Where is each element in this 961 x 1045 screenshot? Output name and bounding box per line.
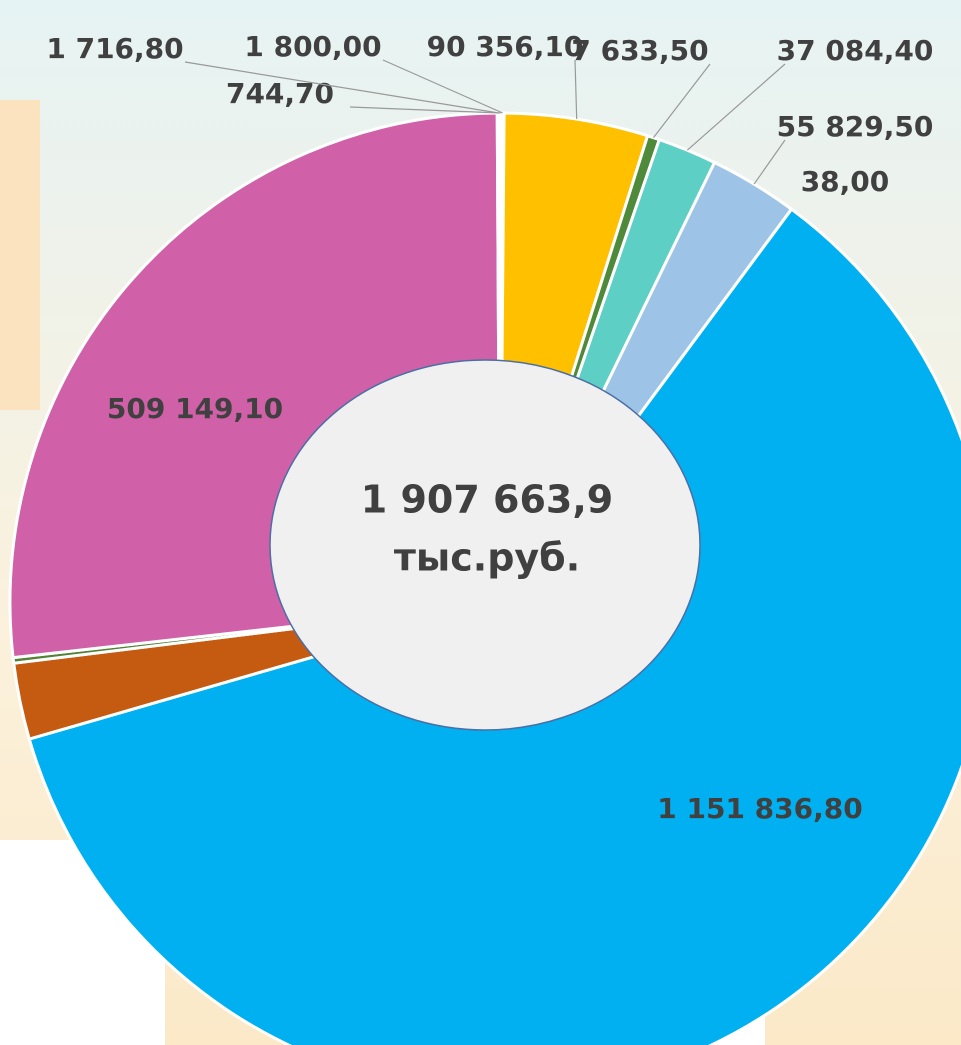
data-label: 509 149,10 bbox=[107, 392, 283, 425]
leader-line bbox=[349, 106, 501, 114]
leader-line bbox=[652, 63, 711, 139]
leader-line bbox=[574, 59, 578, 120]
data-label: 38,00 bbox=[801, 165, 890, 198]
center-total: 1 907 663,9 bbox=[361, 478, 613, 522]
data-label: 37 084,40 bbox=[777, 34, 934, 67]
leader-line bbox=[184, 61, 499, 114]
center-ellipse bbox=[269, 359, 701, 731]
data-label: 1 800,00 bbox=[244, 30, 381, 63]
data-label: 744,70 bbox=[226, 77, 334, 110]
data-label: 55 829,50 bbox=[777, 110, 934, 143]
data-label: 90 356,10 bbox=[427, 30, 584, 63]
leader-line bbox=[686, 63, 786, 151]
decor bbox=[0, 100, 40, 410]
data-label: 1 151 836,80 bbox=[657, 792, 862, 825]
leader-line bbox=[382, 59, 503, 114]
data-label: 1 716,80 bbox=[46, 32, 183, 65]
data-label: 7 633,50 bbox=[571, 34, 708, 67]
center-unit: тыс.руб. bbox=[394, 536, 580, 580]
leader-line bbox=[753, 139, 786, 185]
